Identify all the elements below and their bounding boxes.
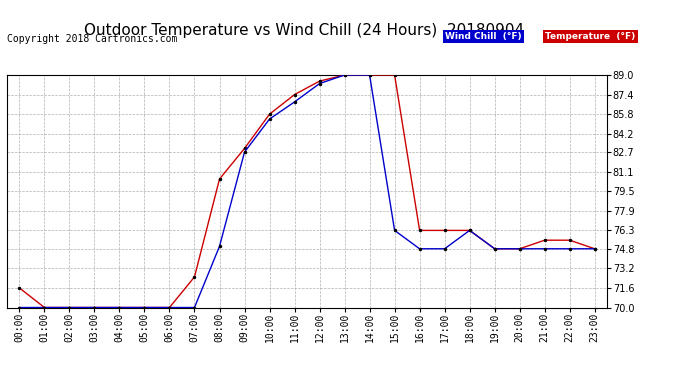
Text: Copyright 2018 Cartronics.com: Copyright 2018 Cartronics.com — [7, 34, 177, 44]
Text: Outdoor Temperature vs Wind Chill (24 Hours)  20180904: Outdoor Temperature vs Wind Chill (24 Ho… — [83, 22, 524, 38]
Text: Wind Chill  (°F): Wind Chill (°F) — [445, 32, 522, 41]
Text: Temperature  (°F): Temperature (°F) — [545, 32, 635, 41]
